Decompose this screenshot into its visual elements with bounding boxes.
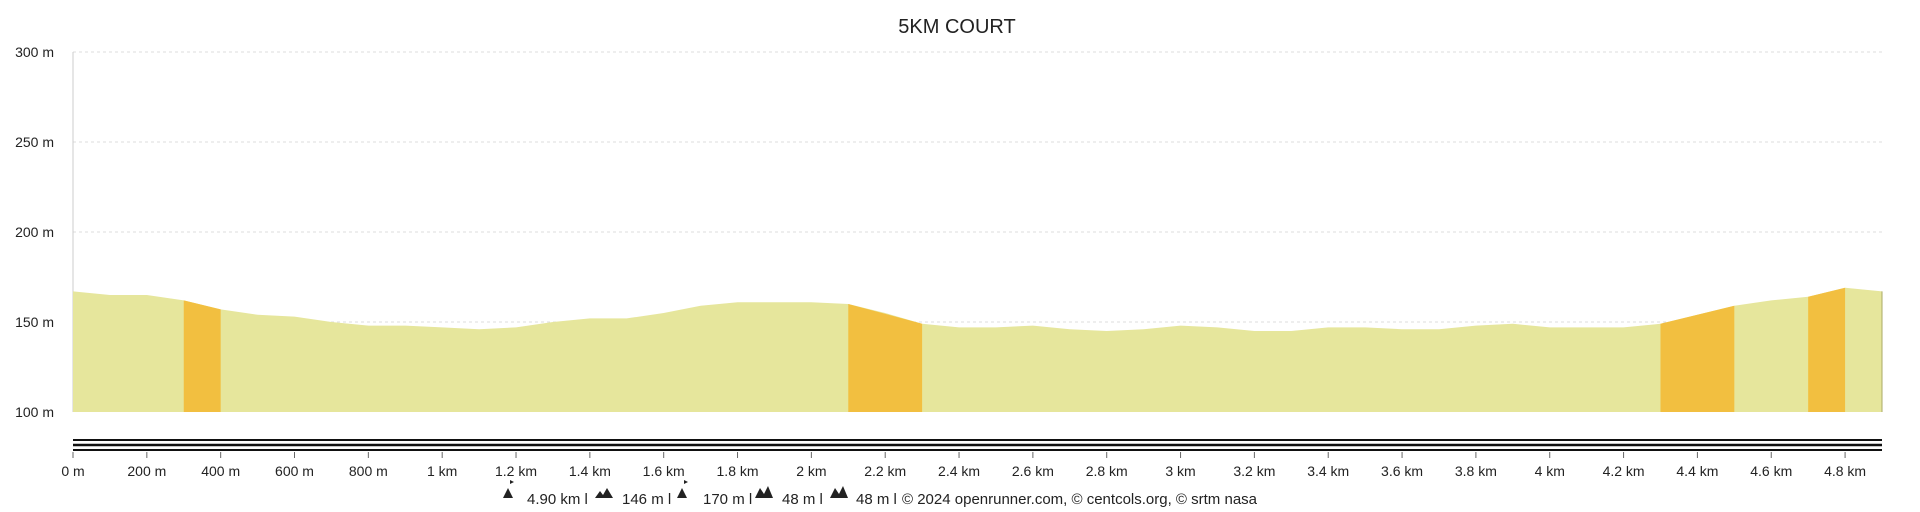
max-altitude-icon — [677, 480, 688, 498]
grid-lines — [73, 51, 1882, 323]
x-tick-label: 3.4 km — [1307, 463, 1349, 479]
x-tick-label: 2.6 km — [1012, 463, 1054, 479]
y-tick-label: 150 m — [15, 314, 54, 330]
steep-segment — [1808, 287, 1846, 412]
descent-value: 48 m l — [856, 491, 897, 508]
steep-segment — [183, 300, 221, 412]
x-tick-label: 1 km — [427, 463, 457, 479]
descent-icon — [830, 486, 848, 498]
x-tick-label: 200 m — [127, 463, 166, 479]
x-tick-label: 1.8 km — [717, 463, 759, 479]
chart-title: 5KM COURT — [898, 16, 1015, 38]
x-tick-label: 4.8 km — [1824, 463, 1866, 479]
x-tick-label: 2.2 km — [864, 463, 906, 479]
footer-stats: 4.90 km l 146 m l 170 m l 48 m l 48 m l … — [503, 480, 1258, 508]
x-tick-label: 4.6 km — [1750, 463, 1792, 479]
distance-icon — [503, 480, 514, 498]
x-tick-label: 400 m — [201, 463, 240, 479]
y-axis-ticks: 100 m 150 m 200 m 250 m 300 m — [15, 44, 54, 420]
x-tick-label: 1.4 km — [569, 463, 611, 479]
x-tick-label: 3.8 km — [1455, 463, 1497, 479]
elevation-loss-icon — [755, 486, 773, 498]
x-tick-label: 3.6 km — [1381, 463, 1423, 479]
elevation-gain-icon — [595, 488, 613, 498]
credits-text: © 2024 openrunner.com, © centcols.org, ©… — [902, 491, 1258, 508]
elevation-gain-value: 146 m l — [622, 491, 671, 508]
track-bar — [73, 439, 1882, 451]
y-tick-label: 200 m — [15, 224, 54, 240]
x-tick-label: 4 km — [1535, 463, 1565, 479]
y-tick-label: 300 m — [15, 44, 54, 60]
x-tick-label: 1.6 km — [643, 463, 685, 479]
y-tick-label: 250 m — [15, 134, 54, 150]
x-tick-label: 2.4 km — [938, 463, 980, 479]
steep-segment — [1660, 305, 1735, 412]
x-tick-label: 2 km — [796, 463, 826, 479]
x-axis-ticks: 0 m 200 m 400 m 600 m 800 m 1 km 1.2 km 1.4 km 1… — [61, 452, 1866, 479]
max-altitude-value: 170 m l — [703, 491, 752, 508]
x-tick-label: 1.2 km — [495, 463, 537, 479]
elevation-area — [73, 287, 1882, 412]
steep-segment — [848, 304, 923, 412]
x-tick-label: 4.4 km — [1676, 463, 1718, 479]
x-tick-label: 2.8 km — [1086, 463, 1128, 479]
x-tick-label: 3 km — [1165, 463, 1195, 479]
steep-segments — [183, 287, 1846, 412]
x-tick-label: 3.2 km — [1233, 463, 1275, 479]
elevation-loss-value: 48 m l — [782, 491, 823, 508]
distance-value: 4.90 km l — [527, 491, 588, 508]
x-tick-label: 4.2 km — [1603, 463, 1645, 479]
y-tick-label: 100 m — [15, 404, 54, 420]
x-tick-label: 600 m — [275, 463, 314, 479]
x-tick-label: 0 m — [61, 463, 84, 479]
x-tick-label: 800 m — [349, 463, 388, 479]
